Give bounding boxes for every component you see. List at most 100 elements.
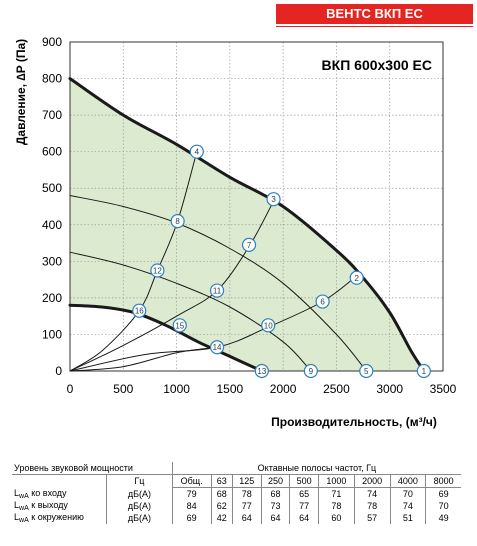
band-header: 8000: [425, 474, 461, 488]
point-marker-15: 15: [172, 318, 187, 333]
point-marker-2: 2: [349, 270, 364, 285]
x-tick-label: 3000: [376, 382, 403, 396]
point-marker-circle: [315, 294, 330, 309]
x-tick-label: 1000: [163, 382, 190, 396]
row-label: LwA ко входу: [12, 488, 107, 501]
bands-title: Октавные полосы частот, Гц: [171, 462, 461, 475]
point-marker-13: 13: [254, 363, 269, 379]
table-cell: 65: [289, 487, 319, 500]
table-cell: 78: [231, 487, 262, 500]
point-marker-8: 8: [170, 214, 185, 229]
table-cell: 42: [210, 512, 233, 524]
table-row: LwA ко входу дБ(А) 79 68 78 68 65 71 74 70 69: [12, 487, 461, 501]
chart-canvas: 0 500 1000 1500 2000 2500 3000 3500010020030040…: [14, 35, 457, 429]
table-cell: 62: [210, 500, 233, 512]
x-tick-label: 500: [113, 382, 133, 396]
y-tick-label: 800: [42, 72, 62, 86]
table-cell: 78: [353, 500, 391, 512]
table-title-label: Уровень звуковой мощности: [12, 462, 173, 475]
y-tick-label: 100: [42, 327, 62, 341]
unit-header: Гц: [106, 474, 173, 488]
table-cell: 78: [317, 500, 355, 512]
point-marker-circle: [172, 318, 187, 333]
point-marker-7: 7: [241, 237, 257, 252]
brand-badge: ВЕНТС ВКП ЕС: [276, 4, 473, 24]
row-label: LwA к выходу: [12, 500, 107, 512]
y-tick-label: 600: [42, 145, 62, 159]
point-marker-circle: [209, 283, 225, 298]
row-label-subscript: wA: [19, 505, 29, 512]
y-tick-label: 500: [42, 181, 62, 195]
series-line-mid: [69, 251, 312, 372]
point-marker-9: 9: [303, 363, 318, 379]
table-cell: 79: [171, 487, 211, 500]
row-label-subscript: wA: [19, 517, 29, 524]
table-cell: 64: [231, 512, 262, 524]
table-cell: 71: [317, 487, 355, 500]
table-cell: 60: [317, 512, 355, 524]
brand-underline: [276, 26, 473, 27]
point-marker-circle: [189, 144, 204, 159]
table-cell: 77: [289, 500, 319, 512]
point-marker-circle: [132, 303, 147, 318]
point-marker-label: 14: [213, 343, 222, 352]
point-marker-circle: [254, 363, 269, 379]
point-marker-circle: [241, 237, 257, 252]
row-label: LwA к окружению: [12, 512, 107, 524]
table-band-row: Гц Общ. 63 125 250 500 1000 2000 4000 8000: [12, 474, 461, 488]
y-tick-label: 400: [42, 218, 62, 232]
band-header: 1000: [317, 474, 355, 488]
band-header: Общ.: [171, 474, 211, 488]
point-marker-11: 11: [209, 283, 225, 298]
band-row-spacer: [12, 475, 107, 488]
point-marker-label: 5: [364, 367, 369, 376]
x-axis-title: Производительность, (м³/ч): [271, 415, 437, 429]
band-header: 125: [231, 474, 262, 488]
point-marker-circle: [359, 363, 374, 379]
row-label-text: к выходу: [28, 500, 68, 510]
row-unit: дБ(А): [106, 487, 173, 500]
x-tick-label: 0: [67, 382, 74, 396]
series-line-max: [68, 77, 426, 373]
band-header: 4000: [389, 474, 426, 488]
point-marker-10: 10: [261, 318, 276, 333]
table-cell: 49: [425, 512, 461, 524]
row-label-text: ко входу: [28, 487, 67, 498]
point-marker-circle: [209, 340, 225, 355]
series-line-min: [68, 303, 264, 373]
table-cell: 64: [289, 512, 319, 524]
table-cell: 84: [171, 500, 211, 512]
point-marker-circle: [416, 363, 431, 379]
y-tick-label: 200: [42, 291, 62, 305]
y-tick-label: 0: [55, 364, 62, 378]
point-marker-label: 11: [213, 287, 222, 296]
point-marker-16: 16: [132, 303, 147, 318]
point-marker-label: 13: [257, 367, 266, 376]
point-marker-label: 1: [422, 367, 427, 376]
point-marker-label: 7: [247, 241, 252, 250]
point-marker-label: 10: [264, 321, 273, 330]
x-tick-label: 1500: [217, 382, 244, 396]
sound-power-table: Уровень звуковой мощности Октавные полосы…: [12, 462, 461, 524]
point-marker-label: 2: [354, 274, 359, 283]
y-tick-label: 700: [42, 108, 62, 122]
point-marker-14: 14: [209, 340, 225, 355]
table-cell: 74: [389, 500, 426, 512]
table-cell: 69: [171, 512, 211, 524]
row-label-symbol: L: [14, 512, 20, 522]
y-axis-title: Давление, ∆P (Па): [14, 39, 28, 145]
table-cell: 64: [260, 512, 290, 524]
point-marker-circle: [150, 263, 165, 278]
point-marker-label: 6: [320, 298, 325, 307]
fan-performance-chart: 0 500 1000 1500 2000 2500 3000 3500 0 100 200 300 40…: [14, 35, 457, 429]
table-cell: 77: [231, 500, 262, 512]
point-marker-label: 9: [309, 367, 314, 376]
table-cell: 69: [425, 487, 461, 500]
table-cell: 70: [425, 500, 461, 512]
band-header: 500: [289, 474, 319, 488]
point-marker-12: 12: [150, 263, 165, 278]
point-marker-label: 8: [175, 217, 180, 226]
x-tick-label: 2000: [270, 382, 297, 396]
table-row: LwA к окружению дБ(А) 69 42 64 64 64 60 57 51 49: [12, 512, 461, 524]
table-cell: 74: [353, 487, 391, 500]
